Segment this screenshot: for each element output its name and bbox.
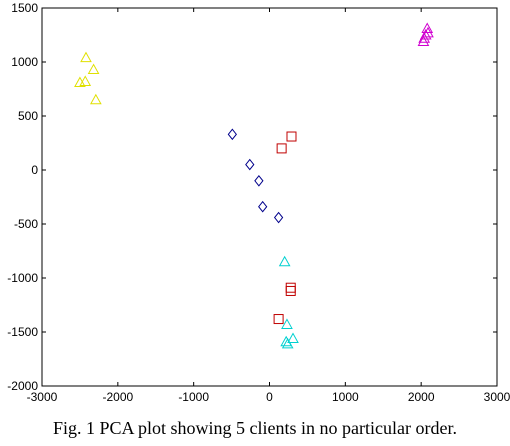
y-tick-label: -500 [14,217,38,231]
data-point-square [286,131,297,142]
x-tick-label: -3000 [27,390,58,404]
x-tick-label: -1000 [178,390,209,404]
y-tick-label: 1500 [11,1,38,15]
y-tick-label: -1000 [7,271,38,285]
pca-scatter-plot: -3000 -2000 -1000 0 1000 2000 3000 -2000-1500-… [7,1,510,404]
x-tick-label: 1000 [332,390,359,404]
x-tick-label: -2000 [102,390,133,404]
y-axis: -2000 -1500 -1000 -500 0 500 1000 1500 [7,1,497,393]
figure-caption: Fig. 1 PCA plot showing 5 clients in no … [53,418,457,438]
x-tick-label: 0 [266,390,273,404]
data-point-triangle [281,318,293,329]
x-tick-label: 3000 [484,390,510,404]
data-point-square [285,285,296,296]
x-axis: -3000 -2000 -1000 0 1000 2000 3000 [27,8,510,404]
data-point-diamond [258,200,268,213]
data-point-triangle [79,75,92,86]
data-point-square [273,314,284,325]
data-point-square [276,143,287,154]
data-point-diamond [227,128,237,141]
data-point-triangle [281,337,294,349]
data-point-triangle [422,26,434,38]
data-point-triangle [419,28,432,40]
data-point-diamond [245,158,255,171]
y-tick-label: 1000 [11,55,38,69]
data-point-triangle [287,332,299,343]
y-tick-label: 0 [31,163,38,177]
data-point-triangle [80,51,92,63]
x-tick-label: 2000 [408,390,435,404]
y-tick-label: 500 [18,109,38,123]
y-tick-label: -2000 [7,379,38,393]
data-point-diamond [254,174,264,187]
data-point-triangle [87,63,100,75]
data-point-triangle [417,35,430,46]
y-tick-label: -1500 [7,325,38,339]
data-point-triangle [278,255,291,267]
data-points [74,22,434,349]
data-point-diamond [273,211,284,224]
data-point-triangle [89,93,102,105]
plot-area [41,7,498,387]
